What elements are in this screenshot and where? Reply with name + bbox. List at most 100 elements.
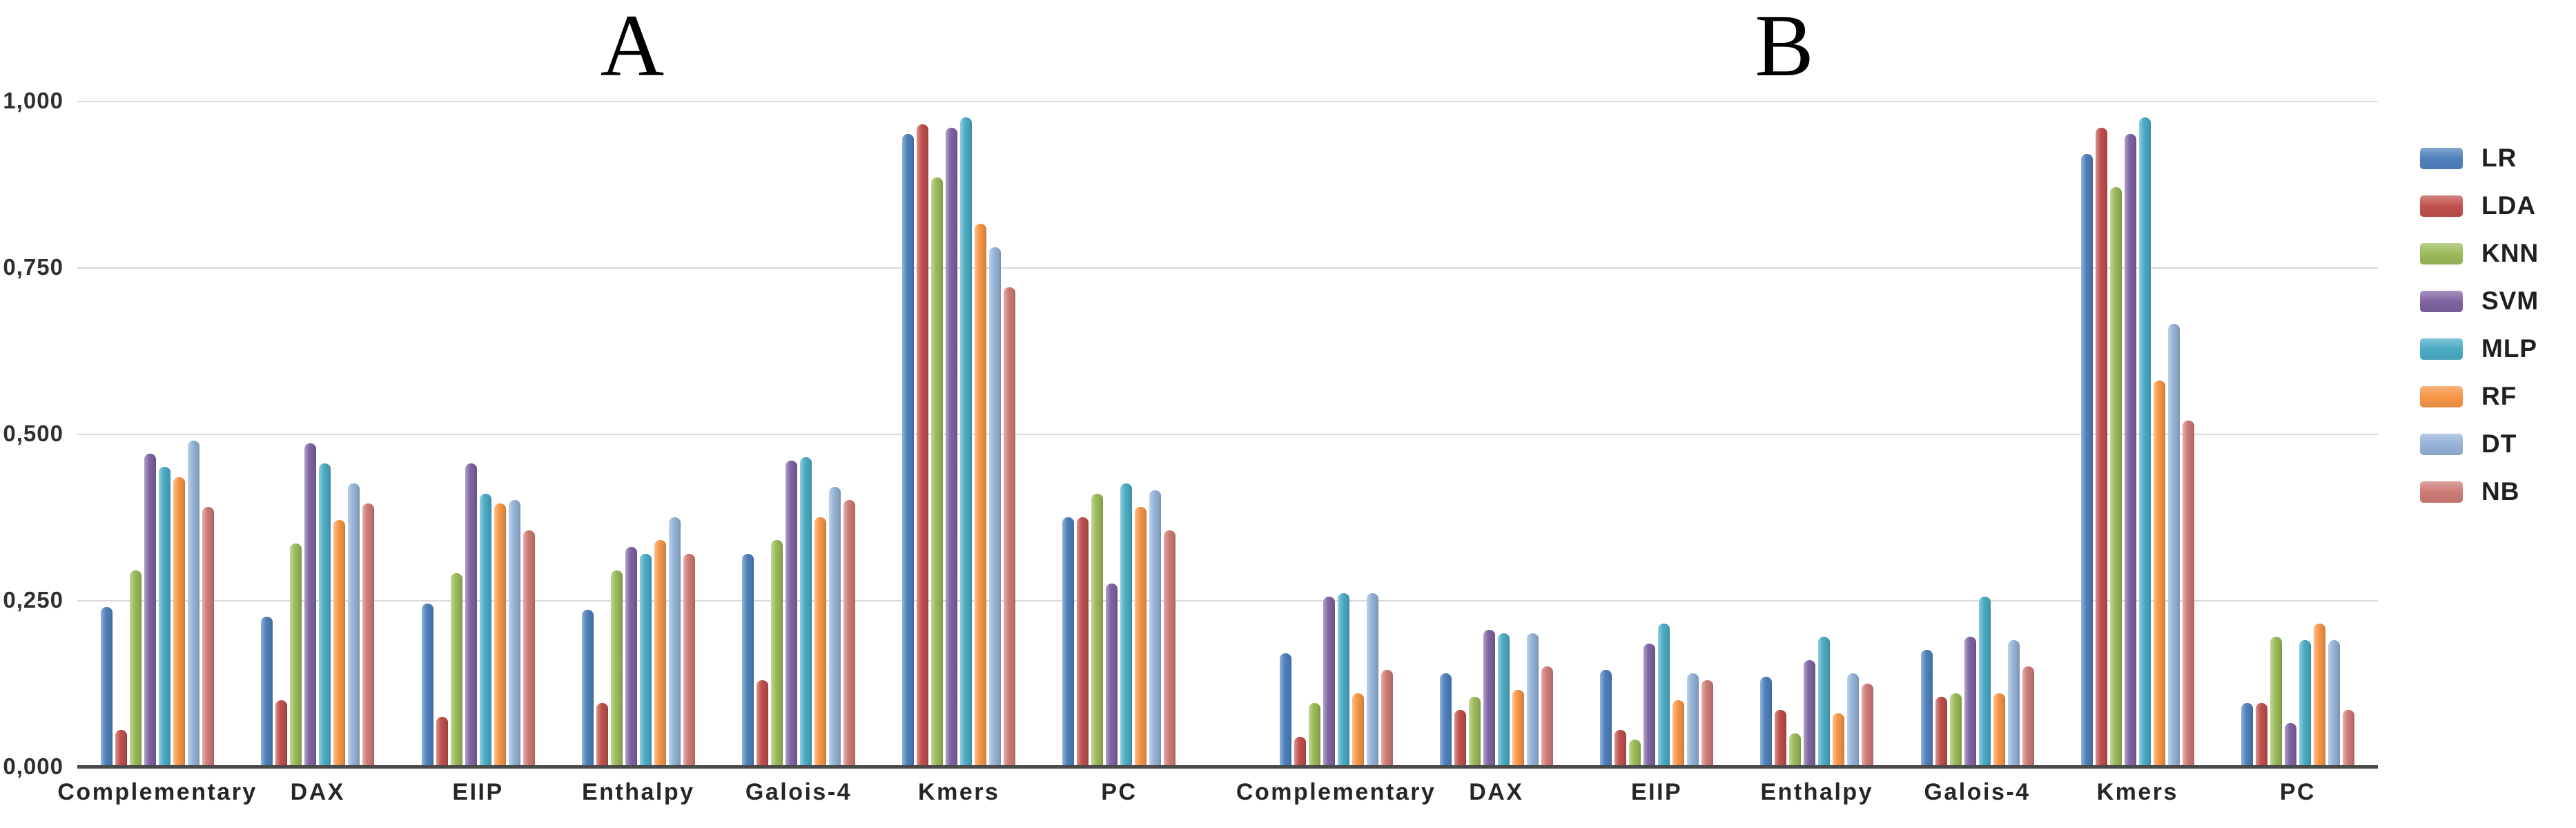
legend-swatch-nb — [2420, 481, 2463, 503]
bar-group-a-kmers: Kmers — [879, 101, 1039, 805]
bar-svm — [465, 463, 477, 767]
bar-svm — [1106, 583, 1118, 767]
legend-item-lr: LR — [2420, 144, 2539, 173]
category-label: PC — [2279, 779, 2316, 805]
bar-group-a-dax: DAX — [237, 101, 398, 805]
bar-nb — [1541, 666, 1553, 767]
bar-lda — [115, 729, 128, 767]
gridline — [77, 101, 2378, 102]
bar-knn — [130, 570, 142, 767]
bar-lda — [2255, 703, 2267, 767]
bar-svm — [625, 546, 637, 767]
gridline — [77, 600, 2378, 601]
bar-group-a-galois-4: Galois-4 — [719, 101, 879, 805]
bar-mlp — [1497, 633, 1510, 767]
bar-mlp — [799, 456, 812, 767]
bar-rf — [1135, 507, 1147, 767]
category-label: EIIP — [452, 779, 504, 805]
bar-lr — [902, 134, 915, 767]
bar-dt — [668, 517, 681, 767]
y-tick-label: 0,500 — [3, 421, 64, 446]
bar-lda — [1935, 696, 1947, 767]
legend-item-lda: LDA — [2420, 191, 2539, 220]
legend-swatch-knn — [2420, 242, 2463, 264]
bar-knn — [1629, 740, 1641, 767]
bar-nb — [1004, 287, 1016, 767]
bar-lda — [2095, 127, 2107, 767]
bar-nb — [362, 503, 375, 767]
bar-group-a-eiip: EIIP — [398, 101, 558, 805]
bar-nb — [1862, 683, 1874, 767]
bar-lda — [756, 680, 768, 767]
bar-nb — [1164, 530, 1176, 767]
bar-rf — [1833, 713, 1845, 767]
bar-group-b-complementary: Complementary — [1236, 101, 1434, 805]
category-label: Galois-4 — [745, 779, 852, 805]
bar-knn — [290, 543, 302, 767]
legend-label: LDA — [2481, 191, 2537, 220]
bar-dt — [2328, 639, 2340, 767]
legend-label: DT — [2481, 430, 2517, 458]
bar-lda — [917, 124, 929, 767]
bar-svm — [2284, 723, 2296, 767]
bar-lr — [261, 617, 273, 767]
bar-group-b-pc: PC — [2218, 101, 2378, 805]
legend-item-mlp: MLP — [2420, 334, 2539, 363]
bar-mlp — [2299, 639, 2311, 767]
legend-label: NB — [2481, 477, 2520, 506]
bar-rf — [333, 520, 346, 767]
bar-dt — [1366, 593, 1378, 767]
bar-lr — [1760, 676, 1773, 767]
bar-svm — [1643, 643, 1656, 767]
bar-dt — [1687, 673, 1699, 767]
x-axis-line — [77, 765, 2378, 769]
bar-mlp — [1337, 593, 1349, 767]
bar-knn — [2270, 637, 2282, 767]
bar-rf — [494, 503, 506, 767]
bar-group-a-pc: PC — [1039, 101, 1199, 805]
bar-dt — [989, 247, 1002, 767]
bar-nb — [2182, 420, 2194, 767]
bar-svm — [144, 453, 157, 767]
bar-dt — [508, 500, 520, 767]
category-label: Enthalpy — [1760, 779, 1874, 805]
panel-a-title: A — [600, 0, 665, 95]
legend-label: MLP — [2481, 334, 2538, 363]
bar-dt — [2007, 639, 2020, 767]
bar-group-b-galois-4: Galois-4 — [1897, 101, 2057, 805]
category-label: Complementary — [57, 779, 257, 805]
category-label: Complementary — [1236, 779, 1436, 805]
bar-mlp — [319, 463, 331, 767]
legend-swatch-svm — [2420, 290, 2463, 312]
bar-lr — [2080, 154, 2093, 767]
bar-nb — [843, 500, 855, 767]
bar-svm — [1323, 597, 1335, 767]
bar-knn — [2109, 187, 2122, 767]
bar-group-b-enthalpy: Enthalpy — [1737, 101, 1897, 805]
bar-lda — [1077, 517, 1089, 767]
legend-swatch-lda — [2420, 195, 2463, 217]
legend-item-knn: KNN — [2420, 239, 2539, 268]
legend-label: RF — [2481, 382, 2517, 410]
bar-nb — [202, 507, 215, 767]
bar-rf — [173, 476, 186, 767]
bar-svm — [2124, 134, 2136, 767]
bar-knn — [1091, 493, 1104, 767]
legend-item-rf: RF — [2420, 382, 2539, 411]
bar-dt — [2167, 323, 2180, 767]
bar-mlp — [960, 117, 973, 767]
bar-mlp — [1120, 483, 1133, 767]
bar-mlp — [639, 553, 652, 767]
legend: LR LDA KNN SVM MLP RF DT NB — [2420, 144, 2539, 506]
legend-item-dt: DT — [2420, 430, 2539, 459]
bar-mlp — [159, 467, 171, 767]
bar-dt — [828, 487, 841, 767]
legend-swatch-dt — [2420, 433, 2463, 455]
bar-knn — [931, 177, 944, 767]
bar-dt — [348, 483, 360, 767]
bar-svm — [1964, 637, 1976, 767]
bar-lr — [101, 606, 113, 767]
bar-rf — [1352, 693, 1364, 767]
category-label: Enthalpy — [581, 779, 695, 805]
